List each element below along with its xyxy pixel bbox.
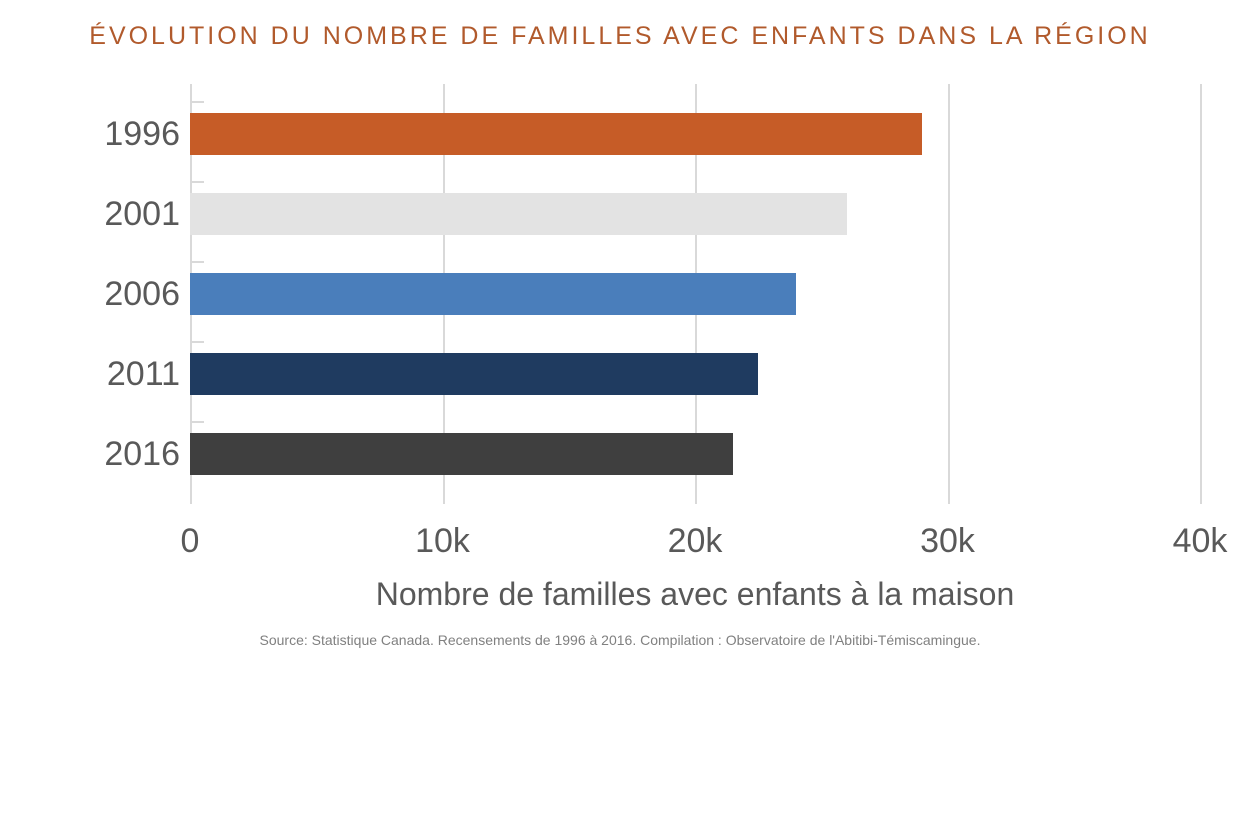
bar-2001 [190, 193, 847, 235]
y-label: 2011 [40, 357, 180, 391]
plot-area [190, 94, 1200, 494]
bar-2016 [190, 433, 733, 475]
bar-2011 [190, 353, 758, 395]
y-tick [190, 421, 204, 423]
gridline [1200, 84, 1202, 504]
x-axis-title: Nombre de familles avec enfants à la mai… [190, 574, 1200, 614]
y-tick [190, 341, 204, 343]
bars-container [190, 94, 1200, 494]
y-label: 1996 [40, 117, 180, 151]
x-label: 30k [920, 522, 975, 561]
y-tick [190, 261, 204, 263]
x-axis-labels: 0 10k 20k 30k 40k [190, 522, 1200, 562]
x-label: 20k [668, 522, 723, 561]
bar-slot [190, 353, 1200, 395]
x-label: 10k [415, 522, 470, 561]
bar-slot [190, 433, 1200, 475]
bar-1996 [190, 113, 922, 155]
bar-slot [190, 193, 1200, 235]
bar-2006 [190, 273, 796, 315]
x-label: 0 [181, 522, 200, 561]
y-label: 2016 [40, 437, 180, 471]
y-axis-labels: 1996 2001 2006 2011 2016 [40, 94, 190, 494]
y-label: 2001 [40, 197, 180, 231]
bar-slot [190, 113, 1200, 155]
spacer [40, 522, 190, 562]
chart-container: 1996 2001 2006 2011 2016 [40, 94, 1200, 648]
chart-title: ÉVOLUTION DU NOMBRE DE FAMILLES AVEC ENF… [40, 20, 1200, 54]
source-text: Source: Statistique Canada. Recensements… [40, 632, 1200, 648]
bar-slot [190, 273, 1200, 315]
y-tick [190, 181, 204, 183]
y-label: 2006 [40, 277, 180, 311]
x-label: 40k [1173, 522, 1228, 561]
y-tick [190, 101, 204, 103]
